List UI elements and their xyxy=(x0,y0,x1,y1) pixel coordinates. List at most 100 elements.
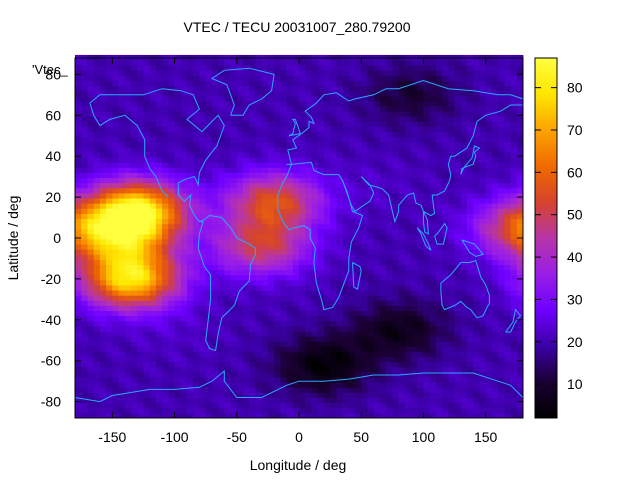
heatmap-cell xyxy=(386,152,393,158)
heatmap-cell xyxy=(199,223,207,230)
heatmap-cell xyxy=(411,244,418,250)
heatmap-cell xyxy=(230,310,238,317)
heatmap-cell xyxy=(305,80,312,87)
heatmap-cell xyxy=(168,249,175,255)
heatmap-cell xyxy=(199,233,207,240)
heatmap-cell xyxy=(155,100,163,107)
heatmap-cell xyxy=(516,315,524,322)
heatmap-cell xyxy=(417,85,424,92)
heatmap-cell xyxy=(99,85,107,92)
heatmap-cell xyxy=(336,397,343,404)
heatmap-cell xyxy=(305,269,312,276)
heatmap-cell xyxy=(118,412,126,419)
heatmap-cell xyxy=(162,116,169,122)
heatmap-cell xyxy=(429,121,437,127)
heatmap-cell xyxy=(205,193,213,199)
heatmap-cell xyxy=(342,157,350,163)
heatmap-cell xyxy=(75,397,82,404)
heatmap-cell xyxy=(75,233,82,240)
heatmap-cell xyxy=(230,346,238,352)
heatmap-cell xyxy=(274,126,281,133)
heatmap-cell xyxy=(305,300,312,306)
heatmap-cell xyxy=(460,152,468,158)
heatmap-cell xyxy=(187,366,194,373)
heatmap-cell xyxy=(112,264,119,271)
heatmap-cell xyxy=(485,141,493,148)
heatmap-cell xyxy=(448,254,455,260)
heatmap-cell xyxy=(174,223,182,230)
heatmap-cell xyxy=(81,162,88,168)
heatmap-cell xyxy=(435,346,443,352)
heatmap-cell xyxy=(504,402,511,409)
heatmap-cell xyxy=(491,146,499,153)
heatmap-cell xyxy=(348,361,356,368)
heatmap-cell xyxy=(454,116,462,122)
heatmap-cell xyxy=(87,341,95,347)
heatmap-cell xyxy=(106,198,113,204)
heatmap-cell xyxy=(386,336,393,342)
heatmap-cell xyxy=(187,213,194,219)
heatmap-cell xyxy=(510,264,518,271)
heatmap-cell xyxy=(361,80,368,87)
heatmap-cell xyxy=(473,233,480,240)
heatmap-cell xyxy=(379,193,387,199)
heatmap-cell xyxy=(236,152,244,158)
heatmap-cell xyxy=(516,106,524,112)
heatmap-cell xyxy=(286,331,294,337)
heatmap-cell xyxy=(137,218,144,225)
heatmap-cell xyxy=(81,90,88,97)
heatmap-cell xyxy=(330,366,337,373)
heatmap-cell xyxy=(75,341,82,347)
heatmap-cell xyxy=(317,75,325,81)
heatmap-cell xyxy=(230,131,238,138)
heatmap-cell xyxy=(274,361,281,368)
heatmap-cell xyxy=(435,336,443,342)
heatmap-cell xyxy=(87,279,95,286)
heatmap-cell xyxy=(479,157,487,163)
heatmap-cell xyxy=(510,412,518,419)
heatmap-cell xyxy=(243,269,250,276)
heatmap-cell xyxy=(292,371,300,378)
heatmap-cell xyxy=(435,269,443,276)
heatmap-cell xyxy=(274,162,281,168)
heatmap-cell xyxy=(180,264,188,271)
heatmap-cell xyxy=(93,208,101,214)
heatmap-cell xyxy=(330,274,337,281)
heatmap-cell xyxy=(386,193,393,199)
heatmap-cell xyxy=(442,412,449,419)
heatmap-cell xyxy=(143,136,151,143)
heatmap-cell xyxy=(348,331,356,337)
heatmap-cell xyxy=(498,259,505,265)
heatmap-cell xyxy=(106,131,113,138)
heatmap-cell xyxy=(255,172,263,179)
heatmap-cell xyxy=(373,126,381,133)
heatmap-cell xyxy=(417,177,424,184)
heatmap-cell xyxy=(473,341,480,347)
heatmap-cell xyxy=(411,85,418,92)
heatmap-cell xyxy=(249,356,256,363)
heatmap-cell xyxy=(112,274,119,281)
heatmap-cell xyxy=(230,90,238,97)
heatmap-cell xyxy=(168,295,175,301)
heatmap-cell xyxy=(137,172,144,179)
heatmap-cell xyxy=(280,146,287,153)
heatmap-cell xyxy=(336,402,343,409)
heatmap-cell xyxy=(299,295,306,301)
heatmap-cell xyxy=(386,126,393,133)
heatmap-cell xyxy=(454,259,462,265)
heatmap-cell xyxy=(255,182,263,189)
heatmap-cell xyxy=(485,80,493,87)
heatmap-cell xyxy=(442,239,449,245)
heatmap-cell xyxy=(274,136,281,143)
heatmap-cell xyxy=(398,90,406,97)
heatmap-cell xyxy=(491,382,499,388)
heatmap-cell xyxy=(75,177,82,184)
heatmap-cell xyxy=(361,249,368,255)
heatmap-cell xyxy=(187,208,194,214)
heatmap-cell xyxy=(106,397,113,404)
heatmap-cell xyxy=(87,346,95,352)
heatmap-cell xyxy=(442,203,449,209)
heatmap-cell xyxy=(149,162,157,168)
heatmap-cell xyxy=(510,295,518,301)
heatmap-cell xyxy=(199,356,207,363)
